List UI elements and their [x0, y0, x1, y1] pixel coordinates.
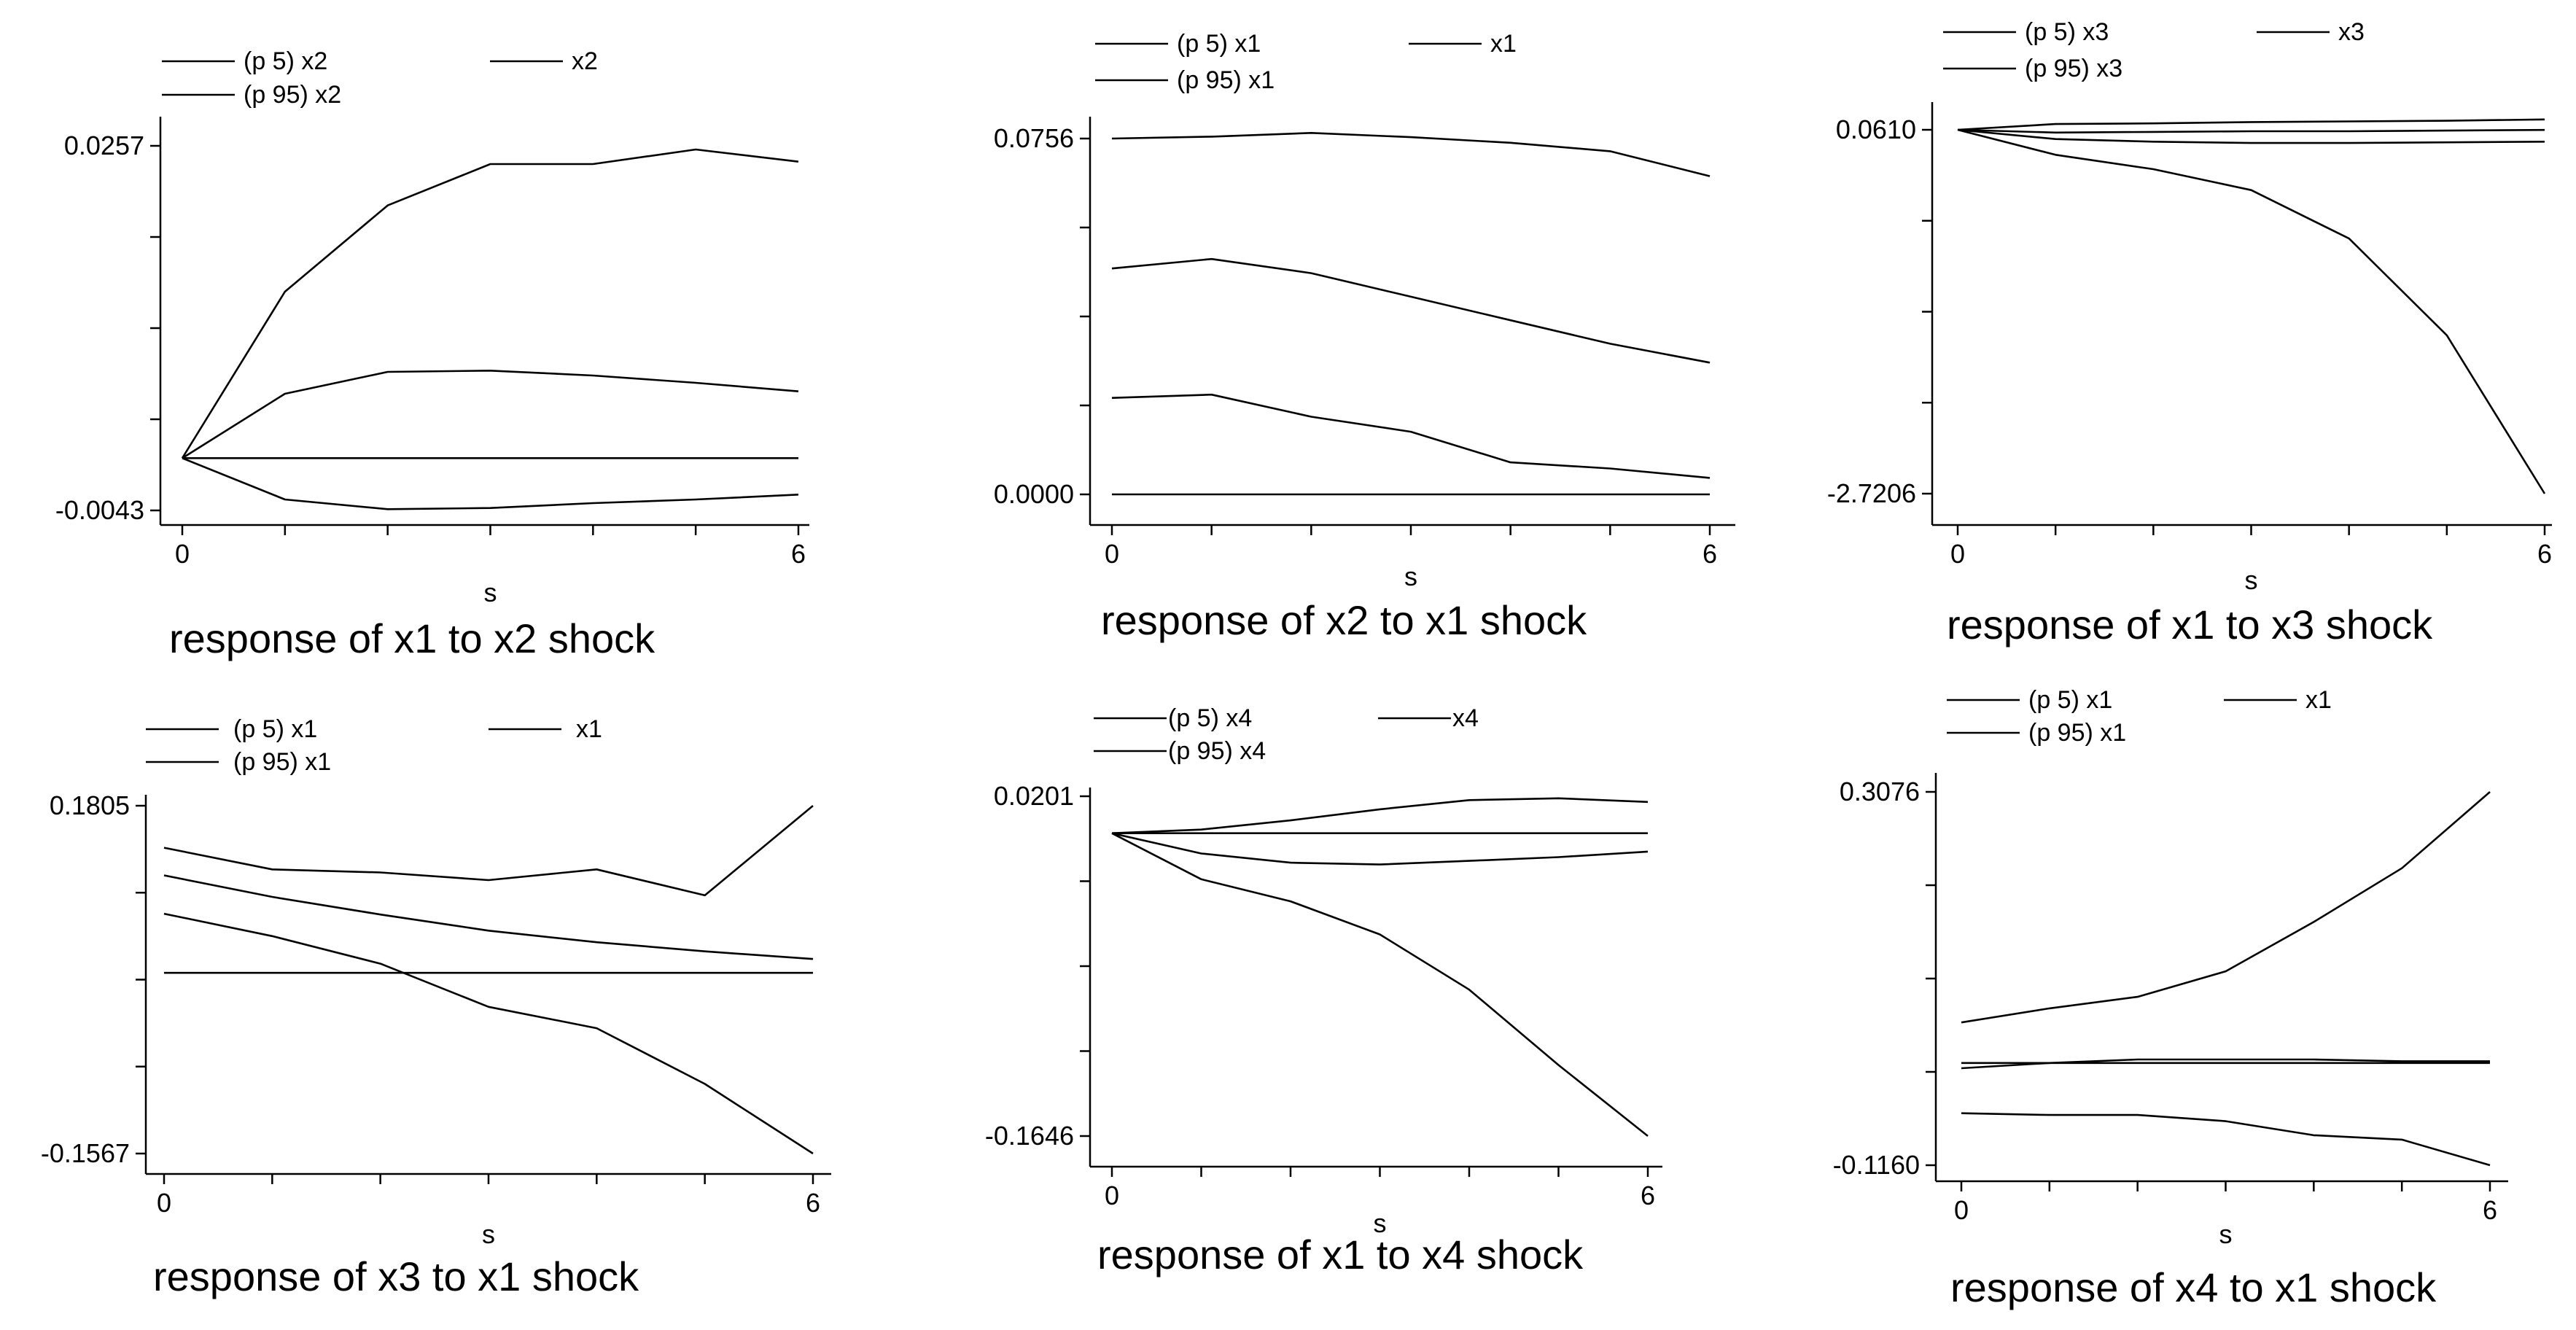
series-line-lower — [182, 457, 799, 510]
chart-title: response of x3 to x1 shock — [153, 1253, 639, 1299]
x-tick-label: 0 — [1950, 539, 1965, 569]
x-tick-label: 6 — [806, 1188, 820, 1218]
chart-panel-6: 0.3076 -0.1160 0 6 s response of x4 to x1 sho… — [1833, 686, 2508, 1310]
x-tick-label: 0 — [1105, 1181, 1119, 1210]
y-tick-label: 0.3076 — [1840, 777, 1920, 806]
legend-label: (p 5) x1 — [1177, 30, 1261, 58]
chart-title: response of x4 to x1 shock — [1950, 1264, 2437, 1310]
series-line-middle — [1111, 257, 1711, 364]
legend-label: x1 — [576, 715, 602, 743]
y-tick-label: 0.0756 — [994, 123, 1074, 153]
chart-panel-3: 0.0610 -2.7206 0 6 s response of x1 to x3 sho… — [1827, 18, 2552, 648]
series-line-upper — [163, 804, 814, 897]
x-tick-label: 6 — [2537, 539, 2552, 569]
legend-label: (p 95) x2 — [244, 81, 341, 109]
chart-panel-2: 0.0756 0.0000 0 6 s response of x2 to x1 shoc… — [994, 30, 1735, 643]
chart-title: response of x1 to x2 shock — [169, 615, 655, 661]
x-tick-label: 0 — [1954, 1195, 1969, 1225]
series-line-tail — [1957, 128, 2546, 494]
series-line-low — [1111, 393, 1711, 479]
series-line-lower — [1111, 832, 1649, 1138]
chart-title: response of x1 to x4 shock — [1097, 1232, 1584, 1278]
x-axis-label: s — [482, 1219, 495, 1249]
legend-label: x3 — [2338, 18, 2365, 46]
y-tick-label: 0.0610 — [1836, 114, 1916, 144]
series-line-lower — [1961, 1112, 2491, 1167]
legend-label: (p 5) x4 — [1168, 704, 1252, 732]
y-tick-label: -0.1567 — [41, 1138, 130, 1168]
legend-label: x2 — [572, 47, 598, 75]
y-tick-label: 0.0201 — [994, 781, 1074, 811]
x-axis-label: s — [1404, 561, 1417, 591]
series-line-upper — [1111, 132, 1711, 177]
legend-label: (p 95) x3 — [2025, 55, 2122, 82]
x-tick-label: 0 — [157, 1188, 171, 1218]
series-line-upper — [181, 148, 799, 459]
x-tick-label: 6 — [1641, 1181, 1655, 1210]
x-axis-label: s — [1374, 1208, 1387, 1238]
x-tick-label: 0 — [175, 539, 190, 569]
x-tick-label: 0 — [1105, 539, 1119, 569]
y-tick-label: 0.1805 — [50, 790, 130, 820]
x-axis-label: s — [484, 578, 497, 607]
y-tick-label: 0.0257 — [64, 131, 144, 160]
series-line-upper — [1111, 797, 1649, 834]
y-tick-label: -0.1160 — [1833, 1150, 1920, 1180]
legend-label: x1 — [1490, 30, 1517, 58]
x-axis-label: s — [2219, 1219, 2233, 1249]
legend-label: (p 5) x1 — [233, 715, 317, 743]
y-tick-label: -0.0043 — [55, 495, 144, 525]
x-tick-label: 6 — [1703, 539, 1717, 569]
series-line-upper — [1961, 791, 2491, 1024]
series-line-middle — [1111, 832, 1649, 866]
x-axis-label: s — [2245, 565, 2258, 595]
chart-panel-1: 0.0257 -0.0043 0 6 s response of x1 to x2 sho… — [55, 47, 809, 661]
y-tick-label: 0.0000 — [994, 479, 1074, 509]
x-tick-label: 6 — [791, 539, 806, 569]
legend-label: x1 — [2305, 686, 2332, 714]
legend-label: (p 5) x1 — [2028, 686, 2112, 714]
legend-label: (p 95) x1 — [1177, 66, 1275, 94]
y-tick-label: -2.7206 — [1827, 478, 1916, 508]
series-line-middle — [163, 874, 814, 960]
series-line-upper — [1957, 118, 2545, 131]
legend-label: x4 — [1452, 704, 1479, 732]
legend-label: (p 5) x3 — [2025, 18, 2109, 46]
x-tick-label: 6 — [2483, 1195, 2497, 1225]
legend-label: (p 95) x1 — [233, 748, 331, 776]
y-tick-label: -0.1646 — [985, 1121, 1074, 1151]
series-line-middle — [182, 369, 799, 459]
series-line-middle — [1957, 128, 2545, 134]
chart-title: response of x2 to x1 shock — [1101, 597, 1587, 643]
legend-label: (p 95) x1 — [2028, 719, 2126, 747]
series-line-lower — [1957, 128, 2545, 144]
legend-label: (p 5) x2 — [244, 47, 327, 75]
series-line-lower — [163, 912, 814, 1155]
chart-panel-4: 0.1805 -0.1567 0 6 s response of x3 to x1 sho… — [41, 715, 831, 1299]
legend-label: (p 95) x4 — [1168, 737, 1266, 765]
chart-title: response of x1 to x3 shock — [1947, 602, 2433, 648]
